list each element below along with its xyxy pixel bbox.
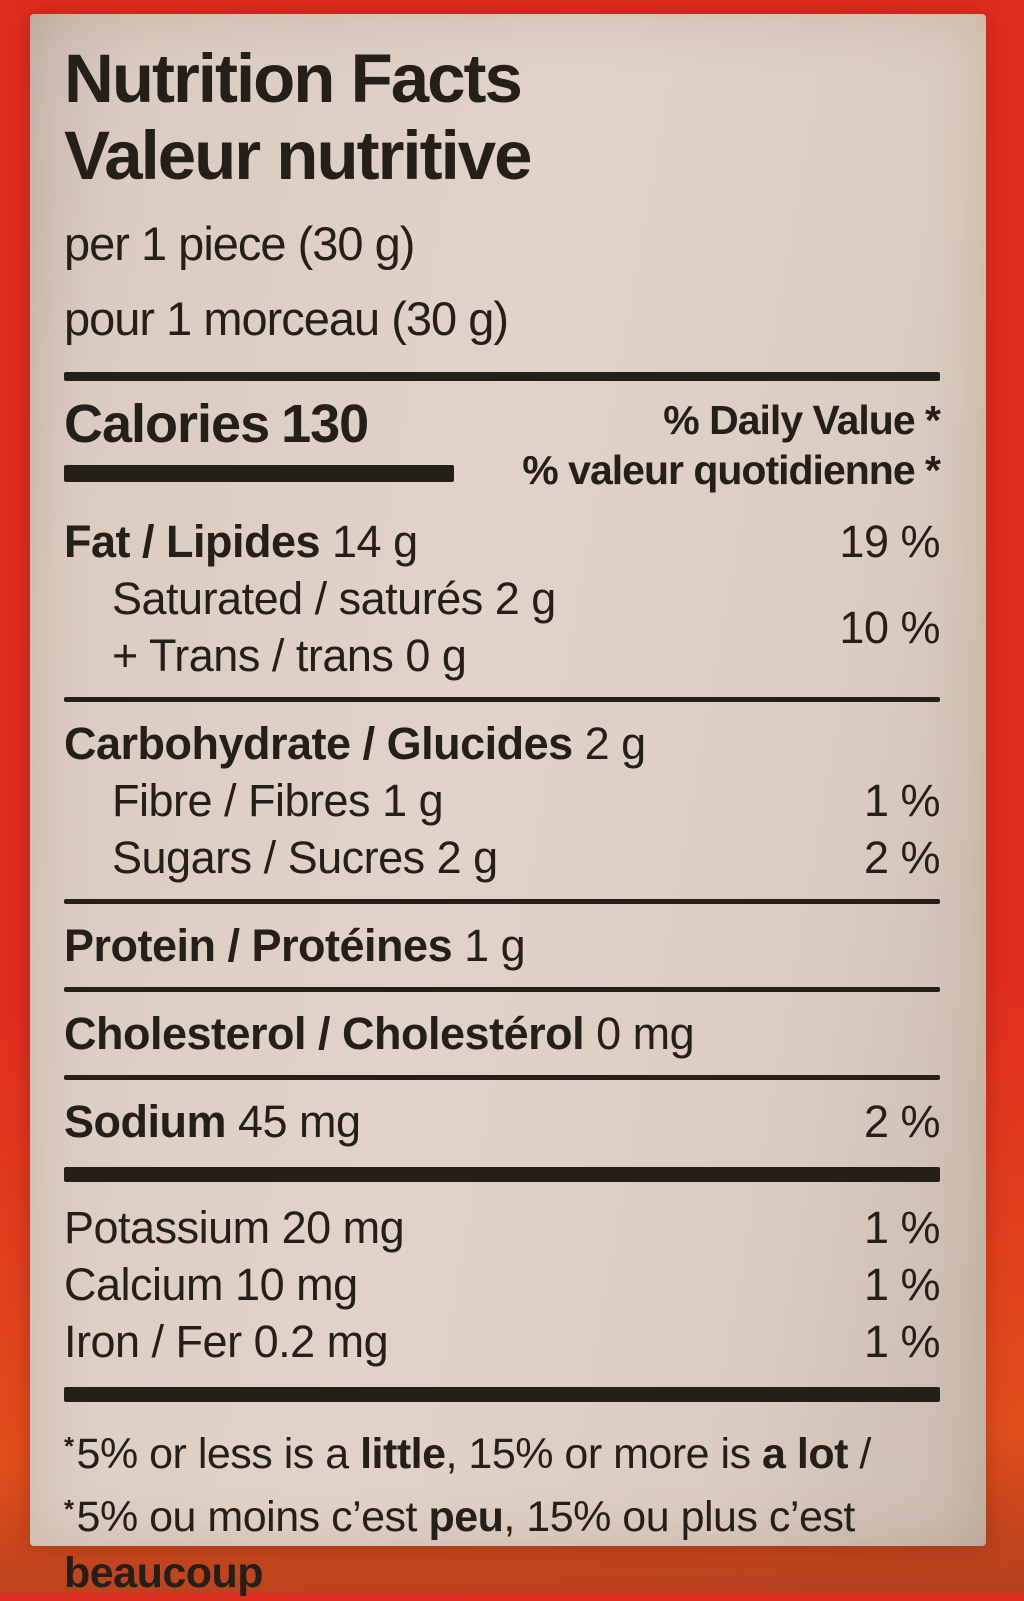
footnote-asterisk-en: * [64, 1433, 74, 1461]
trans-line: + Trans / trans 0 g [112, 630, 467, 681]
iron-name: Iron / Fer [64, 1316, 242, 1367]
carbohydrate-name: Carbohydrate / Glucides [64, 718, 573, 769]
calories-label: Calories [64, 394, 270, 454]
nutrient-row-sugars: Sugars / Sucres 2 g 2 % [64, 829, 941, 886]
calories-block: Calories 130 [64, 395, 454, 482]
calories-text: Calories 130 [64, 395, 454, 453]
sugars-daily-value: 2 % [863, 832, 941, 883]
protein-amount: 1 g [464, 920, 526, 971]
sugars-name: Sugars / Sucres [112, 832, 425, 883]
fat-amount: 14 g [332, 516, 418, 567]
daily-value-header-french: % valeur quotidienne * [522, 447, 941, 493]
iron-amount: 0.2 mg [253, 1316, 389, 1367]
potassium-name: Potassium [64, 1202, 270, 1253]
calories-underline-bar [64, 465, 454, 482]
sugars-amount: 2 g [436, 832, 499, 883]
footnote-text: 5% ou moins c’est [76, 1492, 429, 1541]
nutrient-row-protein: Protein / Protéines 1 g [64, 917, 940, 974]
fat-daily-value: 19 % [839, 516, 940, 567]
divider-above-minerals [64, 1167, 940, 1182]
daily-value-footnote: *5% or less is a little, 15% or more is … [64, 1419, 896, 1601]
label-title: Nutrition Facts Valeur nutritive [64, 40, 940, 194]
fibre-name: Fibre / Fibres [112, 775, 371, 826]
carbohydrate-amount: 2 g [584, 718, 647, 769]
nutrient-rows: Fat / Lipides 14 g 19 % Saturated / satur… [64, 513, 941, 1601]
nutrient-row-sodium: Sodium 45 mg 2 % [64, 1093, 941, 1150]
iron-daily-value: 1 % [863, 1316, 941, 1367]
fibre-daily-value: 1 % [863, 775, 941, 826]
footnote-bold-a-lot: a lot [762, 1429, 848, 1478]
fibre-amount: 1 g [382, 775, 444, 826]
nutrient-row-potassium: Potassium 20 mg 1 % [64, 1199, 941, 1256]
serving-size-english: per 1 piece (30 g) [64, 217, 415, 270]
protein-name: Protein / Protéines [64, 920, 453, 971]
calories-value: 130 [281, 394, 369, 454]
footnote-bold-beaucoup: beaucoup [64, 1548, 264, 1597]
daily-value-header-english: % Daily Value * [663, 397, 941, 443]
footnote-bold-peu: peu [428, 1492, 504, 1541]
divider-above-carbohydrate [64, 697, 940, 702]
title-french: Valeur nutritive [64, 117, 533, 194]
daily-value-header: % Daily Value * % valeur quotidienne * [522, 395, 941, 495]
sodium-amount: 45 mg [238, 1096, 361, 1147]
serving-size-french: pour 1 morceau (30 g) [64, 292, 509, 345]
cholesterol-amount: 0 mg [596, 1008, 695, 1059]
calories-section: Calories 130 % Daily Value * % valeur quo… [64, 395, 941, 495]
footnote-text: , 15% or more is [445, 1429, 763, 1478]
calcium-name: Calcium [64, 1259, 224, 1310]
saturated-trans-daily-value: 10 % [839, 601, 940, 653]
calcium-amount: 10 mg [235, 1259, 358, 1310]
footnote-bold-little: little [360, 1429, 446, 1478]
footnote-asterisk-fr: * [64, 1495, 74, 1524]
nutrient-row-cholesterol: Cholesterol / Cholestérol 0 mg [64, 1005, 940, 1062]
cholesterol-name: Cholesterol / Cholestérol [64, 1008, 585, 1059]
nutrient-row-carbohydrate: Carbohydrate / Glucides 2 g [64, 715, 940, 772]
nutrient-row-calcium: Calcium 10 mg 1 % [64, 1256, 941, 1313]
nutrient-row-saturated-trans: Saturated / saturés 2 g + Trans / trans … [64, 570, 940, 684]
footnote-text: / [847, 1429, 871, 1478]
nutrient-row-fibre: Fibre / Fibres 1 g 1 % [64, 772, 941, 829]
footnote-text: , 15% ou plus c’est [503, 1492, 855, 1541]
sodium-name: Sodium [64, 1096, 227, 1147]
divider-above-cholesterol [64, 987, 940, 992]
serving-size: per 1 piece (30 g) pour 1 morceau (30 g) [64, 206, 940, 356]
divider-above-sodium [64, 1075, 940, 1080]
nutrient-row-fat: Fat / Lipides 14 g 19 % [64, 513, 940, 570]
divider-above-protein [64, 899, 940, 904]
footnote-text: 5% or less is a [76, 1429, 361, 1478]
potassium-amount: 20 mg [281, 1202, 405, 1253]
nutrient-row-iron: Iron / Fer 0.2 mg 1 % [64, 1313, 941, 1370]
fat-name: Fat / Lipides [64, 516, 321, 567]
title-english: Nutrition Facts [64, 40, 523, 117]
potassium-daily-value: 1 % [863, 1202, 941, 1253]
nutrition-facts-label: Nutrition Facts Valeur nutritive per 1 p… [30, 14, 986, 1597]
divider-above-calories [64, 372, 940, 381]
sodium-daily-value: 2 % [863, 1096, 941, 1147]
saturated-line: Saturated / saturés 2 g [112, 573, 556, 624]
divider-above-footnote [64, 1387, 940, 1402]
calcium-daily-value: 1 % [863, 1259, 941, 1310]
